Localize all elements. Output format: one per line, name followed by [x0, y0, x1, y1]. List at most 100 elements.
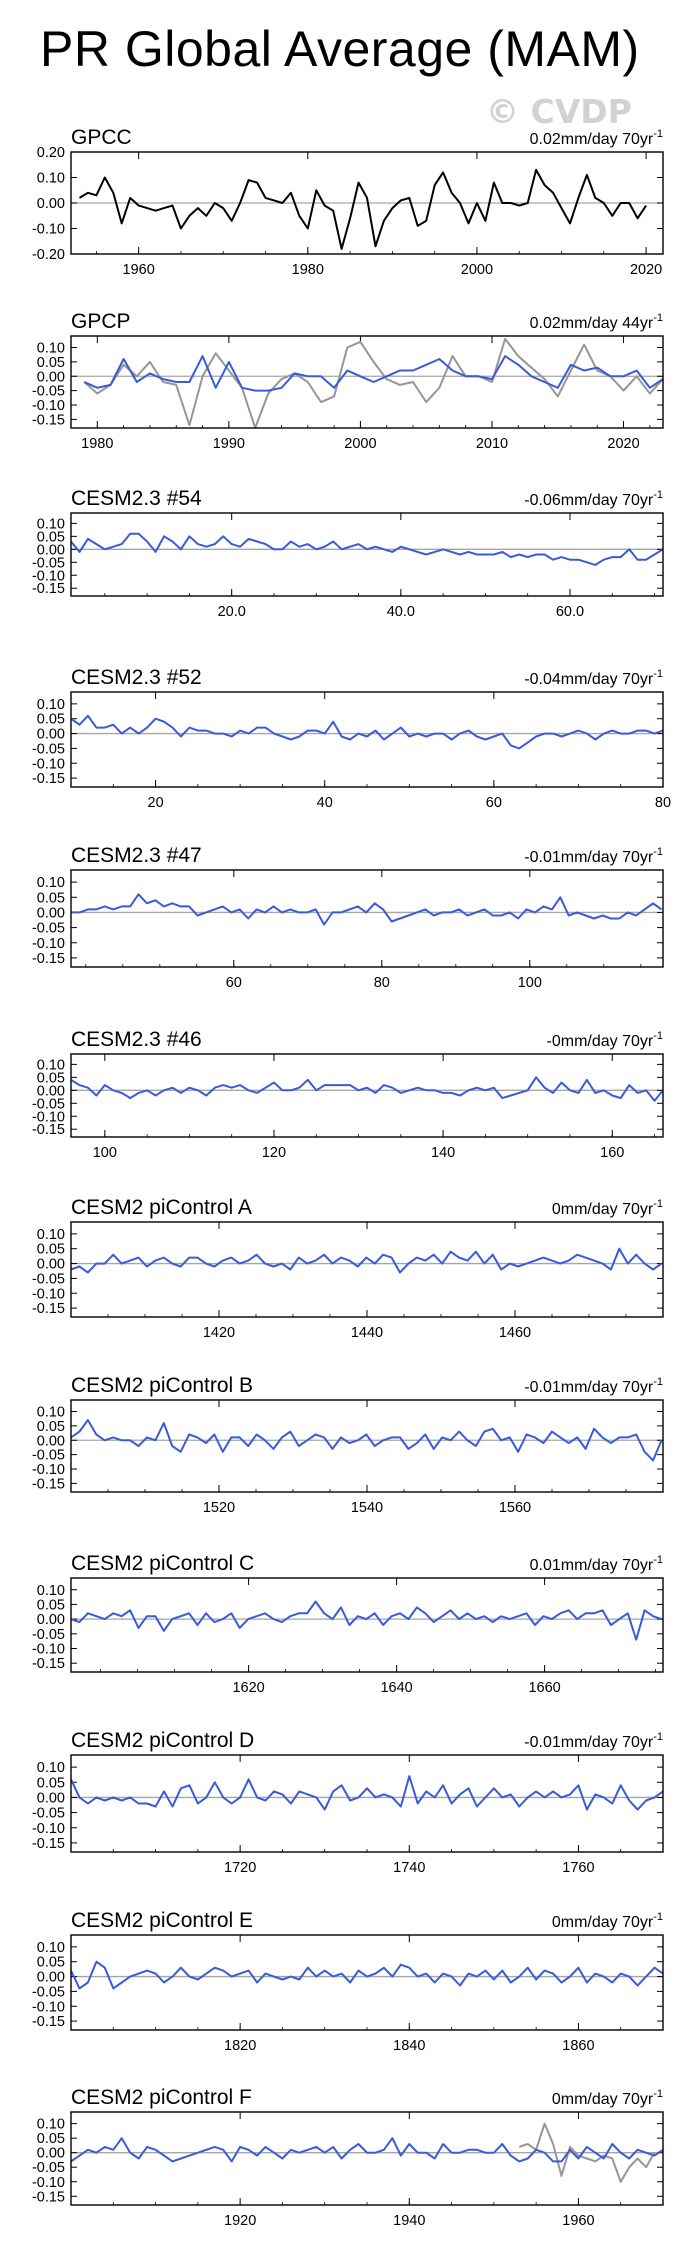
- series-line: [70, 1600, 662, 1641]
- series-line: [70, 532, 664, 566]
- y-tick-label: 0.00: [37, 1083, 65, 1099]
- x-tick-label: 1980: [292, 262, 324, 278]
- x-tick-label: 2020: [607, 436, 639, 452]
- panel-title: CESM2.3 #54: [71, 487, 202, 510]
- x-tick-label: 60.0: [556, 604, 584, 620]
- y-tick-label: 0.10: [37, 1405, 65, 1421]
- series-line: [70, 1076, 664, 1102]
- x-tick-label: 100: [518, 975, 542, 991]
- y-tick-label: -0.15: [32, 1656, 65, 1672]
- series-line: [83, 337, 664, 429]
- chart-panel: GPCP 0.02mm/day 44yr-1 -0.15-0.10-0.050.00…: [32, 310, 664, 452]
- x-tick-label: 2000: [461, 262, 493, 278]
- y-tick-label: -0.10: [32, 1999, 65, 2015]
- y-tick-label: -0.05: [32, 1271, 65, 1287]
- y-tick-label: -0.15: [32, 412, 65, 428]
- x-tick-label: 1460: [499, 1325, 531, 1341]
- y-tick-label: -0.15: [32, 1301, 65, 1317]
- chart-panel: CESM2 piControl E 0mm/day 70yr-1 -0.15-0.1…: [32, 1909, 664, 2054]
- trend-label: -0mm/day 70yr-1: [547, 1030, 663, 1050]
- series-line: [70, 1247, 663, 1274]
- chart-panel: CESM2 piControl C 0.01mm/day 70yr-1-0.15-…: [32, 1552, 664, 1696]
- y-tick-label: 0.05: [37, 1955, 65, 1971]
- x-tick-label: 140: [431, 1145, 455, 1161]
- x-tick-label: 1440: [351, 1325, 383, 1341]
- plot-frame: [70, 691, 664, 788]
- y-tick-label: -0.10: [32, 222, 65, 238]
- x-tick-label: 2000: [344, 436, 376, 452]
- trend-label: 0mm/day 70yr-1: [552, 1198, 663, 1218]
- plot-frame: [70, 1754, 664, 1853]
- y-tick-label: -0.05: [32, 384, 65, 400]
- trend-label: -0.01mm/day 70yr-1: [524, 1376, 663, 1396]
- y-tick-label: 0.00: [37, 1970, 65, 1986]
- y-tick-label: 0.00: [37, 1790, 65, 1806]
- y-tick-label: -0.05: [32, 741, 65, 757]
- panel-title: CESM2.3 #46: [71, 1028, 202, 1051]
- y-tick-label: 0.10: [37, 1940, 65, 1956]
- y-tick-label: 0.00: [37, 542, 65, 558]
- plot-frame: [70, 512, 664, 597]
- y-tick-label: 0.05: [37, 529, 65, 545]
- series-line: [518, 2122, 656, 2183]
- y-tick-label: -0.15: [32, 951, 65, 967]
- x-tick-label: 40: [317, 795, 333, 811]
- x-tick-label: 1660: [528, 1680, 560, 1696]
- x-tick-label: 1540: [351, 1500, 383, 1516]
- page-title: PR Global Average (MAM): [40, 21, 640, 77]
- series-line: [70, 1960, 664, 1990]
- chart-panel: CESM2 piControl B -0.01mm/day 70yr-1 -0.15…: [32, 1374, 664, 1516]
- x-tick-label: 1560: [499, 1500, 531, 1516]
- y-tick-label: -0.15: [32, 1122, 65, 1138]
- y-tick-label: 0.05: [37, 2131, 65, 2147]
- x-tick-label: 1520: [203, 1500, 235, 1516]
- y-tick-label: 0.10: [37, 516, 65, 532]
- x-tick-label: 1820: [224, 2038, 256, 2054]
- plot-frame: [70, 335, 664, 429]
- chart-panel: GPCC 0.02mm/day 70yr-1 -0.20 -0.10 0.00 0.10 0…: [32, 126, 664, 278]
- y-tick-label: -0.10: [32, 1286, 65, 1302]
- y-tick-label: 0.05: [37, 1419, 65, 1435]
- x-tick-label: 1620: [232, 1680, 264, 1696]
- panel-title: GPCC: [71, 126, 132, 149]
- trend-label: -0.06mm/day 70yr-1: [524, 489, 663, 509]
- panel-title: CESM2 piControl E: [71, 1909, 253, 1932]
- y-tick-label: 0.10: [37, 1760, 65, 1776]
- y-tick-label: 0.05: [37, 890, 65, 906]
- series-line: [83, 355, 664, 392]
- y-tick-label: 0.00: [37, 2146, 65, 2162]
- chart-panel: CESM2 piControl F 0mm/day 70yr-1 -0.15-0.1…: [32, 2086, 664, 2229]
- plot-frame: [70, 1577, 664, 1673]
- y-tick-label: -0.15: [32, 2189, 65, 2205]
- y-tick-label: -0.20: [32, 247, 65, 263]
- y-tick-label: -0.05: [32, 1806, 65, 1822]
- y-tick-label: 0.10: [37, 341, 65, 357]
- panel-title: CESM2.3 #52: [71, 666, 202, 689]
- panel-title: CESM2 piControl C: [71, 1552, 254, 1575]
- y-tick-label: -0.05: [32, 1096, 65, 1112]
- y-tick-label: -0.15: [32, 581, 65, 597]
- x-tick-label: 1760: [562, 1860, 594, 1876]
- series-line: [78, 168, 647, 250]
- chart-panel: CESM2.3 #52 -0.04mm/day 70yr-1 -0.15-0.10-…: [32, 666, 671, 811]
- panel-title: CESM2 piControl F: [71, 2086, 252, 2109]
- chart-panel: CESM2.3 #47 -0.01mm/day 70yr-1 -0.15-0.10-…: [32, 844, 664, 991]
- x-tick-label: 1840: [393, 2038, 425, 2054]
- x-tick-label: 1990: [213, 436, 245, 452]
- y-tick-label: 0.00: [37, 1433, 65, 1449]
- plot-frame: [70, 869, 664, 968]
- y-tick-label: 0.00: [37, 1257, 65, 1273]
- x-tick-label: 1960: [562, 2213, 594, 2229]
- y-tick-label: 0.05: [37, 1775, 65, 1791]
- x-tick-label: 1960: [123, 262, 155, 278]
- series-line: [71, 893, 663, 926]
- x-tick-label: 80: [374, 975, 390, 991]
- x-tick-label: 2010: [476, 436, 508, 452]
- panel-title: CESM2 piControl A: [71, 1196, 252, 1219]
- plot-frame: [70, 151, 664, 255]
- y-tick-label: -0.10: [32, 568, 65, 584]
- trend-label: -0.01mm/day 70yr-1: [524, 1731, 663, 1751]
- series-line: [70, 714, 664, 750]
- plot-frame: [70, 1221, 664, 1318]
